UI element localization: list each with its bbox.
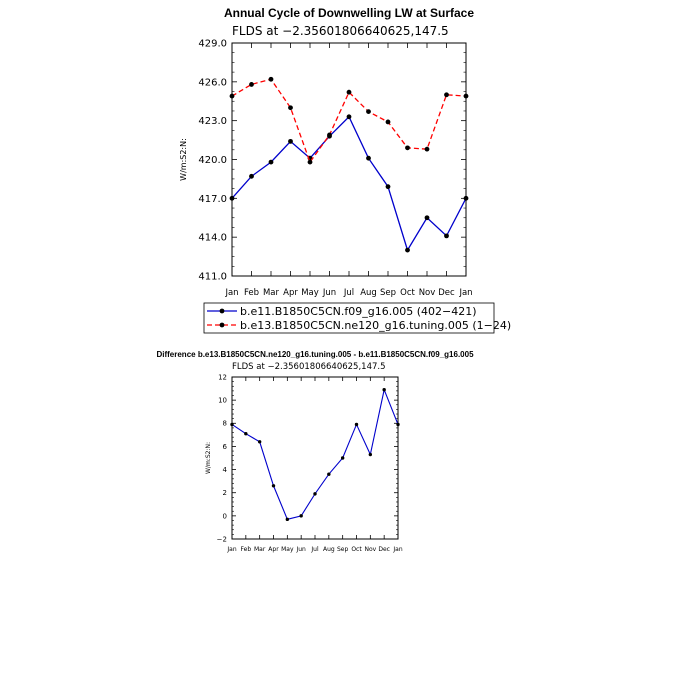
plot-frame [231,42,467,277]
y-tick-label: 414.0 [198,233,227,244]
data-point [230,422,234,427]
data-point [444,233,449,239]
data-point [327,472,331,476]
legend-box [203,302,495,334]
data-point [288,105,293,111]
data-point [299,514,303,518]
data-point [463,93,469,99]
data-point [327,132,332,138]
x-tick-label: Jan [392,546,402,553]
x-tick-label: Jan [224,288,238,298]
y-tick-label: 12 [218,373,227,381]
y-tick-label: 423.0 [198,116,227,127]
data-point [463,195,469,201]
y-axis-label: W/m:S2:N: [179,138,188,181]
x-tick-label: Dec [438,288,455,298]
legend-label-2: b.e13.B1850C5CN.ne120_g16.tuning.005 (1−… [240,319,511,332]
data-point [249,173,254,179]
data-point [346,89,352,95]
y-tick-label: 429.0 [198,39,227,50]
plot-frame [231,376,399,540]
data-point [382,388,386,392]
x-tick-label: Mar [263,288,280,298]
series-line [231,387,399,520]
y-tick-label: 426.0 [198,77,227,88]
data-point [354,422,359,427]
y-axis-label: W/m:S2:N: [205,442,212,474]
data-point [268,76,274,82]
y-tick-label: 420.0 [198,155,227,166]
x-tick-label: May [281,546,294,553]
x-tick-label: Oct [400,288,415,298]
x-tick-label: Feb [244,288,259,298]
chart-1: Annual Cycle of Downwelling LW at Surfac… [179,6,511,334]
data-point [385,184,391,190]
series-2 [229,76,469,165]
legend-marker-2 [219,322,225,328]
y-tick-label: 411.0 [198,272,227,283]
y-tick-label: 2 [223,489,227,497]
y-tick-label: 8 [223,420,227,428]
x-tick-label: Nov [419,288,436,298]
x-tick-label: Apr [268,546,279,553]
x-tick-label: Oct [351,546,362,553]
data-point [271,484,276,488]
x-tick-label: Aug [360,288,377,298]
y-tick-label: 10 [218,397,227,405]
y-tick-label: 417.0 [198,194,227,205]
x-tick-label: Jan [458,288,472,298]
y-tick-label: 4 [223,466,228,474]
data-point [366,109,371,115]
data-point [257,440,262,444]
x-tick-label: Mar [254,546,266,553]
x-tick-label: Sep [337,546,349,553]
x-tick-label: Dec [378,546,390,553]
chart-title: Difference b.e13.B1850C5CN.ne120_g16.tun… [156,350,474,359]
legend-label-1: b.e11.B1850C5CN.f09_g16.005 (402−421) [240,305,477,318]
x-tick-label: Feb [241,546,252,553]
data-point [340,456,345,460]
data-point [424,146,430,152]
data-point [307,159,313,165]
data-point [268,159,274,165]
data-point [424,215,430,221]
x-tick-label: May [301,288,319,298]
chart-2: Difference b.e13.B1850C5CN.ne120_g16.tun… [156,350,474,553]
x-tick-label: Jun [322,288,336,298]
legend-marker-1 [219,308,225,314]
data-point [288,138,293,144]
x-tick-label: Apr [283,288,298,298]
data-point [405,247,410,253]
data-point [366,155,371,161]
data-point [229,93,235,99]
data-point [313,492,317,496]
y-tick-label: −2 [217,535,227,543]
data-point [346,114,352,120]
y-tick-label: 0 [223,512,227,520]
x-tick-label: Jan [226,546,236,553]
x-tick-label: Nov [364,546,376,553]
data-point [244,432,248,436]
data-point [385,119,391,125]
legend: b.e11.B1850C5CN.f09_g16.005 (402−421)b.e… [203,302,511,334]
data-point [368,452,373,457]
data-point [405,145,410,151]
data-point [444,92,449,98]
data-point [396,422,400,427]
data-point [285,517,290,522]
x-tick-label: Jun [295,546,306,553]
x-tick-label: Aug [323,546,335,553]
chart-subtitle: FLDS at −2.35601806640625,147.5 [232,24,449,38]
data-point [249,82,254,87]
chart-subtitle: FLDS at −2.35601806640625,147.5 [232,362,386,372]
x-tick-label: Jul [343,288,354,298]
x-tick-label: Jul [310,546,319,553]
series-1 [230,387,400,522]
y-tick-label: 6 [223,443,228,451]
chart-title: Annual Cycle of Downwelling LW at Surfac… [224,6,474,20]
x-tick-label: Sep [380,288,396,298]
data-point [229,195,235,201]
